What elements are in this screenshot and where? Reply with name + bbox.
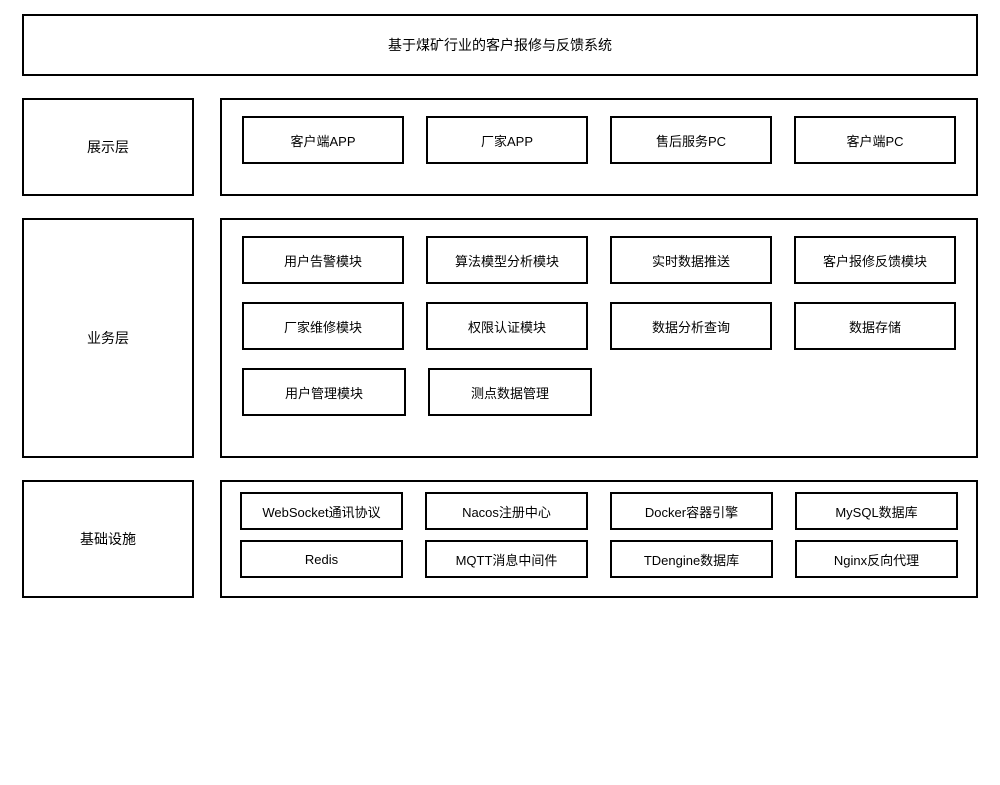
cell-nacos: Nacos注册中心	[425, 492, 588, 530]
cell-data-storage: 数据存储	[794, 302, 956, 350]
cell-empty	[614, 368, 774, 416]
cell-user-mgmt: 用户管理模块	[242, 368, 406, 416]
layer-content-presentation: 客户端APP 厂家APP 售后服务PC 客户端PC	[220, 98, 978, 196]
layer-label-presentation: 展示层	[22, 98, 194, 196]
cell-data-analysis: 数据分析查询	[610, 302, 772, 350]
business-row-2: 用户管理模块 测点数据管理	[242, 368, 956, 416]
cell-user-alarm: 用户告警模块	[242, 236, 404, 284]
layer-content-infra: WebSocket通讯协议 Nacos注册中心 Docker容器引擎 MySQL…	[220, 480, 978, 598]
layer-presentation: 展示层 客户端APP 厂家APP 售后服务PC 客户端PC	[22, 98, 978, 196]
infra-row-0: WebSocket通讯协议 Nacos注册中心 Docker容器引擎 MySQL…	[240, 492, 958, 530]
cell-vendor-app: 厂家APP	[426, 116, 588, 164]
cell-redis: Redis	[240, 540, 403, 578]
cell-docker: Docker容器引擎	[610, 492, 773, 530]
layer-content-business: 用户告警模块 算法模型分析模块 实时数据推送 客户报修反馈模块 厂家维修模块 权…	[220, 218, 978, 458]
cell-point-data-mgmt: 测点数据管理	[428, 368, 592, 416]
cell-aftersales-pc: 售后服务PC	[610, 116, 772, 164]
diagram-title: 基于煤矿行业的客户报修与反馈系统	[22, 14, 978, 76]
cell-mysql: MySQL数据库	[795, 492, 958, 530]
layer-business: 业务层 用户告警模块 算法模型分析模块 实时数据推送 客户报修反馈模块 厂家维修…	[22, 218, 978, 458]
cell-websocket: WebSocket通讯协议	[240, 492, 403, 530]
business-row-1: 厂家维修模块 权限认证模块 数据分析查询 数据存储	[242, 302, 956, 350]
presentation-row-0: 客户端APP 厂家APP 售后服务PC 客户端PC	[242, 116, 956, 164]
cell-algorithm-model: 算法模型分析模块	[426, 236, 588, 284]
infra-row-1: Redis MQTT消息中间件 TDengine数据库 Nginx反向代理	[240, 540, 958, 578]
cell-nginx: Nginx反向代理	[795, 540, 958, 578]
cell-repair-feedback: 客户报修反馈模块	[794, 236, 956, 284]
cell-auth: 权限认证模块	[426, 302, 588, 350]
cell-tdengine: TDengine数据库	[610, 540, 773, 578]
cell-vendor-repair: 厂家维修模块	[242, 302, 404, 350]
layer-label-infra: 基础设施	[22, 480, 194, 598]
layer-infra: 基础设施 WebSocket通讯协议 Nacos注册中心 Docker容器引擎 …	[22, 480, 978, 598]
cell-client-pc: 客户端PC	[794, 116, 956, 164]
cell-mqtt: MQTT消息中间件	[425, 540, 588, 578]
layer-label-business: 业务层	[22, 218, 194, 458]
cell-realtime-push: 实时数据推送	[610, 236, 772, 284]
business-row-0: 用户告警模块 算法模型分析模块 实时数据推送 客户报修反馈模块	[242, 236, 956, 284]
cell-client-app: 客户端APP	[242, 116, 404, 164]
cell-empty	[796, 368, 956, 416]
